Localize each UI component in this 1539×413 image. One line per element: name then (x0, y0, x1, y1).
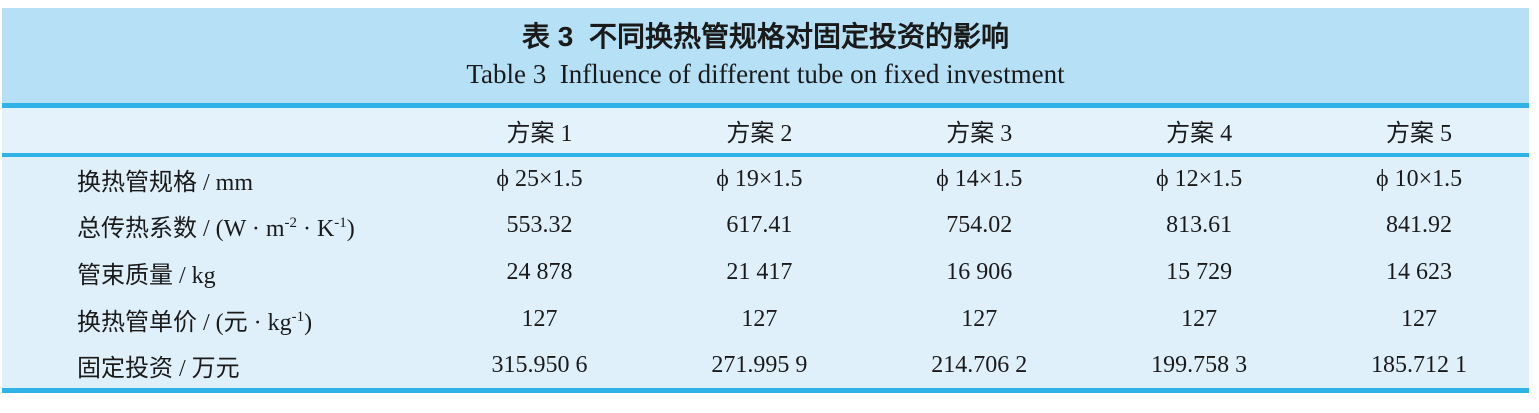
data-cell: ϕ 10×1.5 (1375, 166, 1463, 192)
row-label: 换热管单价 / (元 · kg-1) (77, 309, 313, 336)
column-header-scheme-2: 方案 2 (726, 121, 793, 147)
column-header-scheme-5: 方案 5 (1386, 121, 1453, 147)
table-row-tube-spec: 换热管规格 / mm ϕ 25×1.5 ϕ 19×1.5 ϕ 14×1.5 ϕ … (2, 155, 1529, 202)
data-cell: 127 (521, 306, 558, 332)
data-cell: ϕ 12×1.5 (1156, 166, 1243, 192)
data-cell: 14 623 (1386, 259, 1453, 285)
data-cell: 24 878 (506, 259, 573, 285)
data-cell: 841.92 (1386, 212, 1453, 238)
data-cell: ϕ 19×1.5 (716, 166, 803, 192)
column-header-scheme-4: 方案 4 (1166, 121, 1233, 147)
row-label: 管束质量 / kg (77, 263, 216, 289)
data-cell: 21 417 (726, 259, 793, 285)
data-cell: 553.32 (506, 212, 573, 238)
data-cell: 214.706 2 (931, 351, 1028, 378)
table-caption-zh: 表 3 不同换热管规格对固定投资的影响 (522, 20, 1009, 52)
tube-spec-table: 方案 1 方案 2 方案 3 方案 4 方案 5 换热管规格 / mm ϕ 25… (2, 108, 1529, 393)
data-cell: 199.758 3 (1151, 351, 1248, 378)
row-label: 固定投资 / 万元 (77, 355, 240, 382)
table-caption-en: Table 3 Influence of different tube on f… (466, 58, 1065, 89)
data-cell: 127 (961, 306, 998, 332)
data-cell: 16 906 (946, 259, 1013, 285)
data-cell: 315.950 6 (491, 351, 588, 378)
header-row: 方案 1 方案 2 方案 3 方案 4 方案 5 (2, 108, 1529, 155)
table-row-bundle-mass: 管束质量 / kg 24 878 21 417 16 906 15 729 14… (2, 249, 1529, 296)
column-header-empty (2, 108, 430, 155)
row-label: 换热管规格 / mm (77, 170, 254, 196)
data-cell: 127 (741, 306, 778, 332)
data-cell: 185.712 1 (1371, 351, 1468, 378)
data-cell: 127 (1401, 306, 1438, 332)
table-area: 表 3 不同换热管规格对固定投资的影响 Table 3 Influence of… (2, 8, 1529, 393)
data-cell: 127 (1181, 306, 1218, 332)
data-cell: 813.61 (1166, 212, 1233, 238)
data-cell: ϕ 25×1.5 (496, 166, 583, 192)
table-caption-band: 表 3 不同换热管规格对固定投资的影响 Table 3 Influence of… (2, 8, 1529, 108)
column-header-scheme-3: 方案 3 (946, 121, 1013, 147)
table-row-heat-transfer-coefficient: 总传热系数 / (W · m-2 · K-1) 553.32 617.41 75… (2, 202, 1529, 249)
data-cell: 617.41 (726, 212, 793, 238)
data-cell: 15 729 (1166, 259, 1233, 285)
column-header-scheme-1: 方案 1 (506, 121, 573, 147)
table-row-tube-unit-price: 换热管单价 / (元 · kg-1) 127 127 127 127 127 (2, 296, 1529, 343)
data-cell: 754.02 (946, 212, 1013, 238)
data-cell: ϕ 14×1.5 (936, 166, 1023, 192)
data-cell: 271.995 9 (711, 351, 808, 378)
table-row-fixed-investment: 固定投资 / 万元 315.950 6 271.995 9 214.706 2 … (2, 343, 1529, 390)
row-label: 总传热系数 / (W · m-2 · K-1) (77, 215, 355, 242)
